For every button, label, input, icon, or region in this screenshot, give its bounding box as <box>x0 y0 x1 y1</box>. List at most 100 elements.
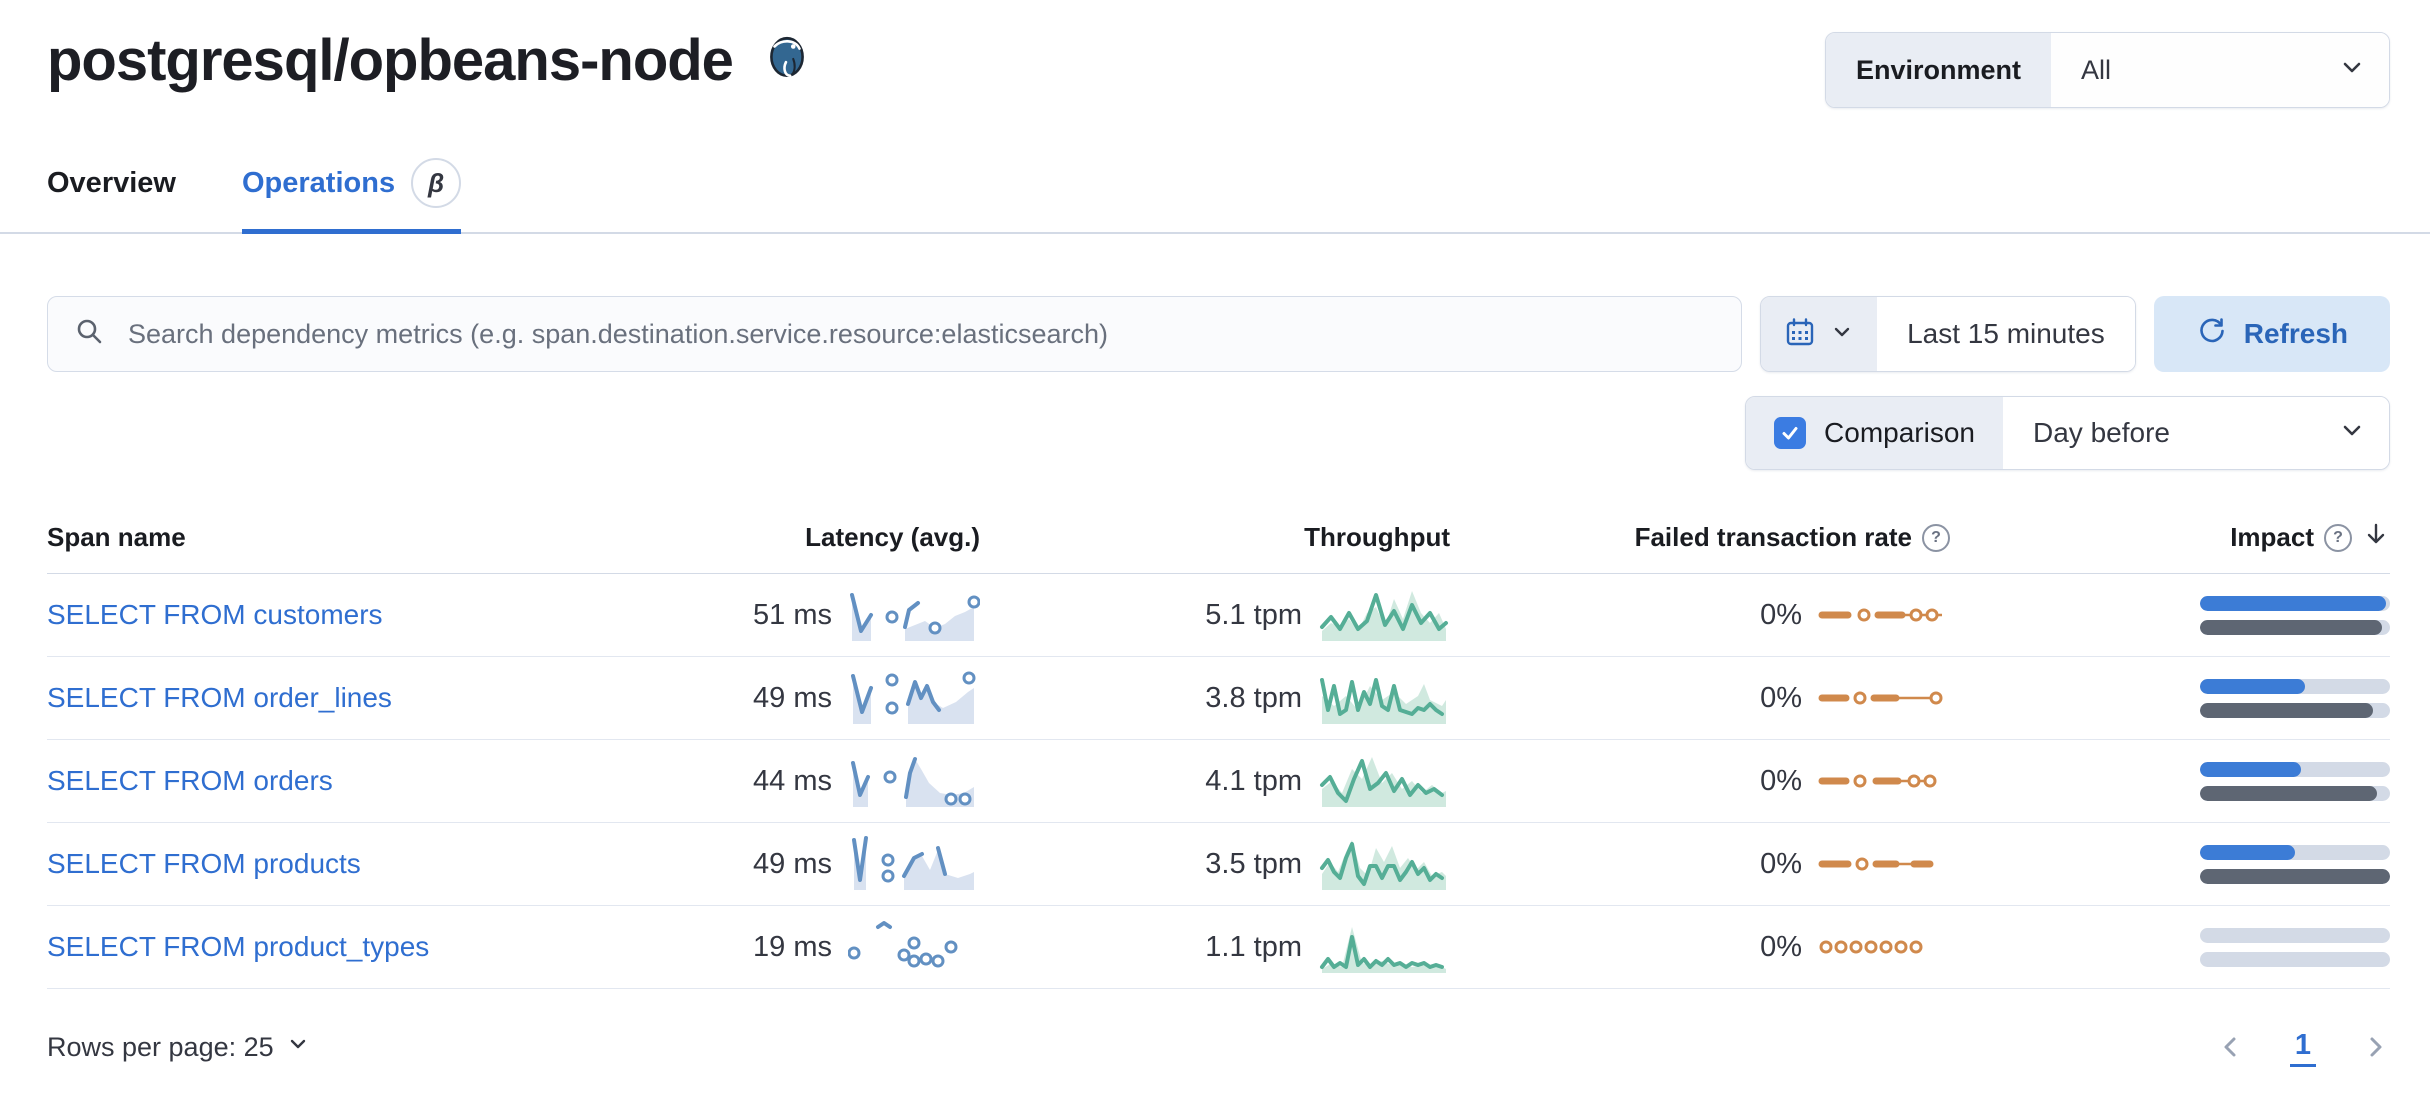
impact-cell <box>1950 927 2390 967</box>
search-icon <box>74 316 106 353</box>
table-row: SELECT FROM products 49 ms 3.5 tpm 0% <box>47 823 2390 906</box>
impact-cell <box>1950 678 2390 718</box>
failed-rate-cell: 0% <box>1450 832 1950 896</box>
title-wrap: postgresql/opbeans-node <box>47 26 813 96</box>
latency-cell: 19 ms <box>650 915 980 979</box>
refresh-label: Refresh <box>2243 318 2348 349</box>
refresh-button[interactable]: Refresh <box>2153 296 2390 372</box>
latency-value: 49 ms <box>753 847 832 880</box>
next-page-icon[interactable] <box>2360 1032 2390 1062</box>
column-header-throughput[interactable]: Throughput <box>980 522 1450 553</box>
span-name-link[interactable]: SELECT FROM customers <box>47 599 383 630</box>
column-header-impact[interactable]: Impact ? <box>1950 520 2390 555</box>
latency-sparkline <box>848 583 980 647</box>
span-name-link[interactable]: SELECT FROM order_lines <box>47 682 392 713</box>
throughput-cell: 3.8 tpm <box>980 666 1450 730</box>
table-row: SELECT FROM customers 51 ms 5.1 tpm 0% <box>47 574 2390 657</box>
impact-cell <box>1950 761 2390 801</box>
span-name-link[interactable]: SELECT FROM orders <box>47 765 333 796</box>
pagination: 1 <box>2216 1027 2390 1067</box>
throughput-sparkline <box>1318 749 1450 813</box>
impact-cell <box>1950 844 2390 884</box>
failed-rate-value: 0% <box>1760 930 1802 963</box>
comparison-label: Comparison <box>1824 417 1975 448</box>
tab-overview-label: Overview <box>47 166 176 199</box>
rows-per-page-control[interactable]: Rows per page: 25 <box>47 1032 310 1063</box>
span-name-link[interactable]: SELECT FROM product_types <box>47 931 430 962</box>
span-name-cell: SELECT FROM orders <box>47 765 650 797</box>
impact-bar-current <box>2200 844 2390 860</box>
failed-rate-sparkline <box>1818 666 1950 730</box>
comparison-select[interactable]: Day before <box>2003 397 2389 469</box>
comparison-row: Comparison Day before <box>47 396 2390 470</box>
throughput-sparkline <box>1318 915 1450 979</box>
failed-rate-cell: 0% <box>1450 915 1950 979</box>
latency-value: 44 ms <box>753 764 832 797</box>
impact-bar-previous <box>2200 619 2390 635</box>
impact-bar-previous <box>2200 868 2390 884</box>
comparison-toggle[interactable]: Comparison <box>1746 397 2003 469</box>
time-range-label[interactable]: Last 15 minutes <box>1877 297 2135 371</box>
impact-bars <box>2200 678 2390 718</box>
failed-rate-cell: 0% <box>1450 666 1950 730</box>
failed-rate-sparkline <box>1818 832 1950 896</box>
table-footer: Rows per page: 25 1 <box>47 1027 2390 1067</box>
sort-descending-icon <box>2362 520 2390 555</box>
date-picker[interactable]: Last 15 minutes <box>1760 296 2136 372</box>
table-row: SELECT FROM product_types 19 ms 1.1 tpm … <box>47 906 2390 989</box>
search-input[interactable] <box>126 317 1716 351</box>
controls-row: Last 15 minutes Refresh <box>47 296 2390 372</box>
impact-bar-current <box>2200 595 2390 611</box>
chevron-down-icon <box>1829 319 1855 350</box>
latency-sparkline <box>848 832 980 896</box>
throughput-header-label: Throughput <box>1304 522 1450 552</box>
latency-cell: 49 ms <box>650 666 980 730</box>
previous-page-icon[interactable] <box>2216 1032 2246 1062</box>
failed-rate-sparkline <box>1818 915 1950 979</box>
failed-rate-value: 0% <box>1760 847 1802 880</box>
question-circle-icon[interactable]: ? <box>2324 523 2352 552</box>
postgresql-elephant-icon <box>761 33 813 90</box>
search-box <box>47 296 1743 372</box>
span-name-cell: SELECT FROM products <box>47 848 650 880</box>
date-picker-toggle[interactable] <box>1761 297 1878 371</box>
throughput-cell: 5.1 tpm <box>980 583 1450 647</box>
tab-operations[interactable]: Operations β <box>241 158 462 234</box>
impact-header-label: Impact <box>2230 522 2314 552</box>
throughput-value: 3.5 tpm <box>1205 847 1302 880</box>
span-name-cell: SELECT FROM product_types <box>47 931 650 963</box>
failed-rate-value: 0% <box>1760 681 1802 714</box>
beta-badge: β <box>411 158 462 208</box>
span-name-link[interactable]: SELECT FROM products <box>47 848 361 879</box>
environment-select[interactable]: Environment All <box>1824 32 2390 108</box>
latency-cell: 49 ms <box>650 832 980 896</box>
environment-value: All <box>2081 54 2112 85</box>
throughput-cell: 4.1 tpm <box>980 749 1450 813</box>
latency-sparkline <box>848 749 980 813</box>
table-header-row: Span name Latency (avg.) Throughput Fail… <box>47 520 2390 574</box>
failed-rate-value: 0% <box>1760 764 1802 797</box>
impact-bar-current <box>2200 678 2390 694</box>
column-header-latency[interactable]: Latency (avg.) <box>650 522 980 553</box>
impact-bar-previous <box>2200 951 2390 967</box>
chevron-down-icon <box>2337 52 2367 89</box>
throughput-value: 3.8 tpm <box>1205 681 1302 714</box>
tab-bar: Overview Operations β <box>0 158 2430 234</box>
column-header-span-name[interactable]: Span name <box>47 522 650 553</box>
impact-bar-current <box>2200 927 2390 943</box>
impact-cell <box>1950 595 2390 635</box>
table-body: SELECT FROM customers 51 ms 5.1 tpm 0% <box>47 574 2390 989</box>
comparison-checkbox[interactable] <box>1774 417 1807 449</box>
question-circle-icon[interactable]: ? <box>1922 523 1950 552</box>
tab-operations-label: Operations <box>241 166 396 199</box>
tab-overview[interactable]: Overview <box>47 158 176 232</box>
failed-rate-cell: 0% <box>1450 749 1950 813</box>
throughput-sparkline <box>1318 832 1450 896</box>
chevron-down-icon <box>286 1032 310 1063</box>
throughput-value: 4.1 tpm <box>1205 764 1302 797</box>
page-number-1[interactable]: 1 <box>2289 1027 2316 1067</box>
throughput-sparkline <box>1318 583 1450 647</box>
latency-value: 51 ms <box>753 598 832 631</box>
latency-sparkline <box>848 915 980 979</box>
column-header-failed-rate[interactable]: Failed transaction rate ? <box>1450 522 1950 553</box>
